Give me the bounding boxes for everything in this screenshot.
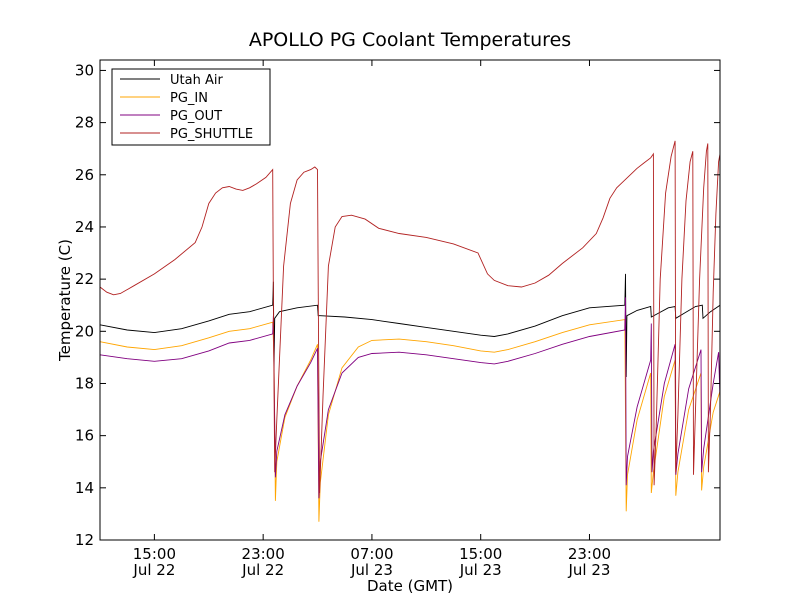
x-tick-time-label: 15:00 — [459, 545, 502, 563]
chart-title: APOLLO PG Coolant Temperatures — [249, 29, 571, 51]
x-tick-date-label: Jul 23 — [567, 561, 610, 579]
legend-label: PG_IN — [170, 91, 208, 106]
legend-box — [111, 68, 271, 146]
x-tick-date-label: Jul 23 — [459, 561, 502, 579]
legend: Utah Air PG_IN PG_OUT PG_SHUTTLE — [111, 68, 271, 146]
y-tick-label: 18 — [75, 374, 94, 392]
plot-area — [99, 140, 721, 522]
y-tick-label: 28 — [75, 114, 94, 132]
y-axis-label: Temperature (C) — [56, 239, 74, 362]
y-tick-label: 24 — [75, 218, 94, 236]
x-tick-time-label: 23:00 — [568, 545, 611, 563]
y-tick-label: 30 — [75, 61, 94, 79]
plot-frame — [99, 59, 721, 541]
x-tick-time-label: 07:00 — [350, 545, 393, 563]
y-tick-label: 16 — [75, 427, 94, 445]
x-tick-date-label: Jul 22 — [132, 561, 175, 579]
y-tick-label: 26 — [75, 166, 94, 184]
x-axis-label: Date (GMT) — [367, 577, 453, 595]
x-tick-time-label: 15:00 — [133, 545, 176, 563]
series-line-pg-shuttle — [99, 140, 721, 494]
y-tick-label: 22 — [75, 270, 94, 288]
x-tick-date-label: Jul 23 — [350, 561, 393, 579]
y-tick-label: 14 — [75, 479, 94, 497]
y-tick-label: 20 — [75, 322, 94, 340]
series-line-utah-air — [99, 273, 721, 378]
legend-label: PG_SHUTTLE — [170, 127, 253, 142]
y-tick-label: 12 — [75, 531, 94, 549]
x-tick-date-label: Jul 22 — [241, 561, 284, 579]
legend-label: Utah Air — [170, 73, 223, 88]
y-axis: 12 14 16 18 20 22 24 26 28 30 — [75, 61, 720, 549]
legend-label: PG_OUT — [170, 109, 222, 124]
x-tick-time-label: 23:00 — [242, 545, 285, 563]
